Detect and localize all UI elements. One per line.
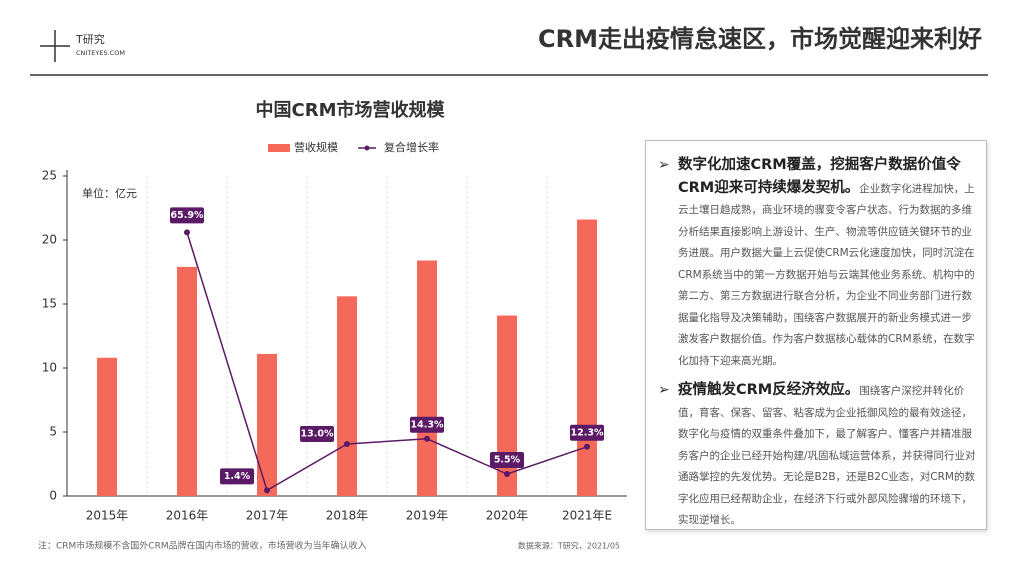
x-tick-label: 2016年 <box>166 509 209 523</box>
unit-label: 单位：亿元 <box>82 186 137 200</box>
data-label: 14.3% <box>411 419 444 430</box>
data-label: 12.3% <box>571 427 604 438</box>
point <box>184 229 190 236</box>
bullet-heading: 数字化加速CRM覆盖，挖掘客户数据价值令CRM迎来可持续爆发契机。 <box>678 157 961 196</box>
bar <box>177 266 197 496</box>
bullet-point: 疫情触发CRM反经济效应。围绕客户深挖并转化价值，育客、保客、留客、粘客成为企业… <box>658 380 978 532</box>
y-tick-label: 10 <box>42 361 57 375</box>
point <box>344 441 350 447</box>
y-tick-label: 5 <box>49 425 57 439</box>
label-box <box>570 424 604 441</box>
y-tick-label: 25 <box>42 169 57 183</box>
x-tick-label: 2019年 <box>406 509 449 523</box>
x-tick-label: 2015年 <box>86 509 129 523</box>
bar <box>257 353 277 496</box>
bullet-body: 企业数字化进程加快，上云土壤日趋成熟，商业环境的骤变令客户状态、行为数据的多维分… <box>678 182 975 367</box>
line <box>186 232 588 492</box>
point <box>424 435 430 442</box>
bullet-heading: 疫情触发CRM反经济效应。 <box>678 382 860 398</box>
legend-swatch <box>364 145 370 151</box>
logo-text: T研究 <box>75 32 105 46</box>
bar <box>337 296 357 496</box>
x-tick-label: 2021年E <box>562 509 612 523</box>
y-tick-label: 20 <box>42 233 57 247</box>
data-label: 65.9% <box>171 210 204 221</box>
bar <box>97 357 117 496</box>
data-label: 5.5% <box>494 455 521 466</box>
label-box <box>490 452 524 468</box>
page-title: CRM走出疫情怠速区，市场觉醒迎来利好 <box>538 25 982 53</box>
point <box>264 487 270 494</box>
legend-swatch <box>268 144 290 152</box>
label-box <box>170 207 204 224</box>
point <box>584 443 590 450</box>
data-label: 13.0% <box>301 429 334 440</box>
text-panel: 数字化加速CRM覆盖，挖掘客户数据价值令CRM迎来可持续爆发契机。企业数字化进程… <box>645 140 987 530</box>
point <box>504 471 510 477</box>
label-box <box>300 426 334 442</box>
bullet-point: 数字化加速CRM覆盖，挖掘客户数据价值令CRM迎来可持续爆发契机。企业数字化进程… <box>658 155 978 372</box>
y-tick-label: 15 <box>42 297 57 311</box>
bullet-body: 围绕客户深挖并转化价值，育客、保客、留客、粘客成为企业抵御风险的最有效途径，数字… <box>678 385 976 526</box>
label-box <box>220 468 254 485</box>
bar <box>417 260 437 496</box>
bar <box>497 315 517 496</box>
source: 数据来源：T研究，2021/05 <box>518 541 620 551</box>
legend-label: 营收规模 <box>294 140 338 154</box>
note: 注：CRM市场规模不含国外CRM品牌在国内市场的营收，市场营收为当年确认收入 <box>38 540 367 552</box>
x-tick-label: 2018年 <box>326 509 369 523</box>
logo-sub: CNITEYES.COM <box>76 49 125 57</box>
label-box <box>410 416 444 433</box>
x-tick-label: 2020年 <box>486 509 529 523</box>
legend-label: 复合增长率 <box>384 140 439 154</box>
data-label: 1.4% <box>224 471 251 482</box>
y-tick-label: 0 <box>49 489 57 503</box>
bar <box>577 219 597 496</box>
chart-title: 中国CRM市场营收规模 <box>256 99 446 121</box>
x-tick-label: 2017年 <box>246 509 289 523</box>
